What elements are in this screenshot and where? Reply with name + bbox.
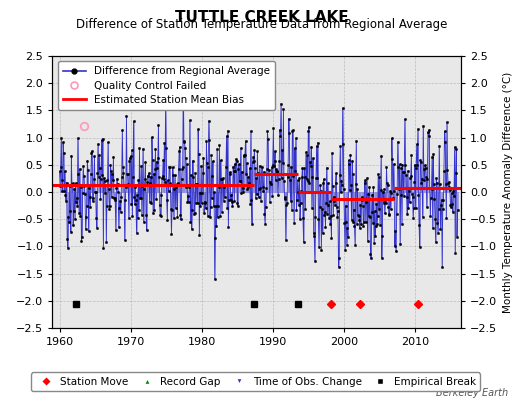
Legend: Station Move, Record Gap, Time of Obs. Change, Empirical Break: Station Move, Record Gap, Time of Obs. C… [31,372,481,391]
Text: TUTTLE CREEK LAKE: TUTTLE CREEK LAKE [175,10,349,25]
Y-axis label: Monthly Temperature Anomaly Difference (°C): Monthly Temperature Anomaly Difference (… [503,71,513,313]
Text: Berkeley Earth: Berkeley Earth [436,388,508,398]
Legend: Difference from Regional Average, Quality Control Failed, Estimated Station Mean: Difference from Regional Average, Qualit… [58,61,275,110]
Text: Difference of Station Temperature Data from Regional Average: Difference of Station Temperature Data f… [77,18,447,31]
